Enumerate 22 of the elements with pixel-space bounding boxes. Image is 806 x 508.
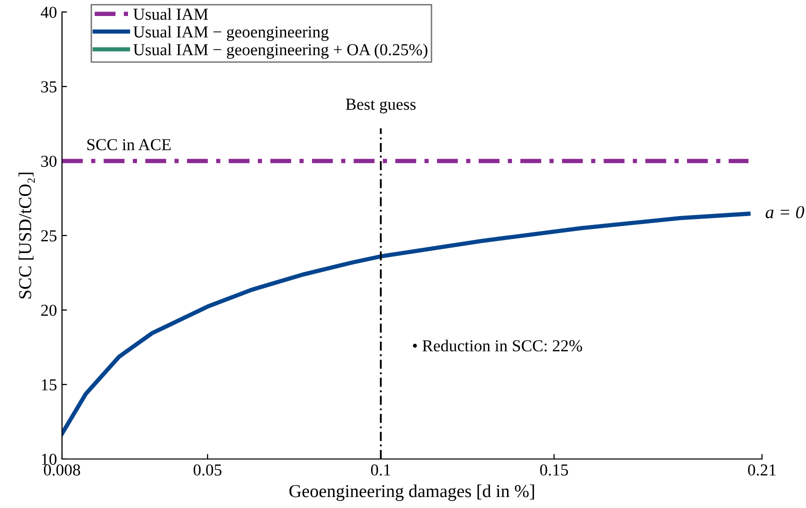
y-tick-label: 25 [41, 230, 56, 242]
annotation: SCC in ACE [87, 139, 171, 150]
x-tick-label: 0.15 [540, 464, 568, 476]
x-axis-title: Geoengineering damages [d in %] [289, 484, 534, 501]
annotation: • Reduction in SCC: 22% [412, 340, 582, 352]
y-tick-label: 40 [40, 6, 57, 18]
legend-label: Usual IAM − geoengineering + OA (0.25%) [133, 44, 428, 59]
x-tick-label: 0.1 [371, 464, 390, 476]
x-tick-label: 0.05 [194, 464, 222, 476]
y-axis-title: SCC [USD/tCO₂] [18, 172, 35, 298]
x-tick-label: 0.008 [44, 464, 80, 476]
y-tick-label: 35 [41, 81, 56, 92]
legend-label: Usual IAM − geoengineering [133, 26, 329, 41]
y-tick-label: 30 [41, 156, 57, 167]
y-tick-label: 20 [41, 304, 57, 316]
ref-line-label: Best guess [346, 98, 416, 114]
line-series [62, 212, 751, 436]
annotation: a = 0 [766, 206, 804, 218]
y-tick-label: 15 [42, 379, 56, 390]
y-tick-label: 10 [42, 454, 57, 465]
legend-label: Usual IAM [133, 8, 208, 20]
x-tick-label: 0.21 [748, 464, 776, 476]
